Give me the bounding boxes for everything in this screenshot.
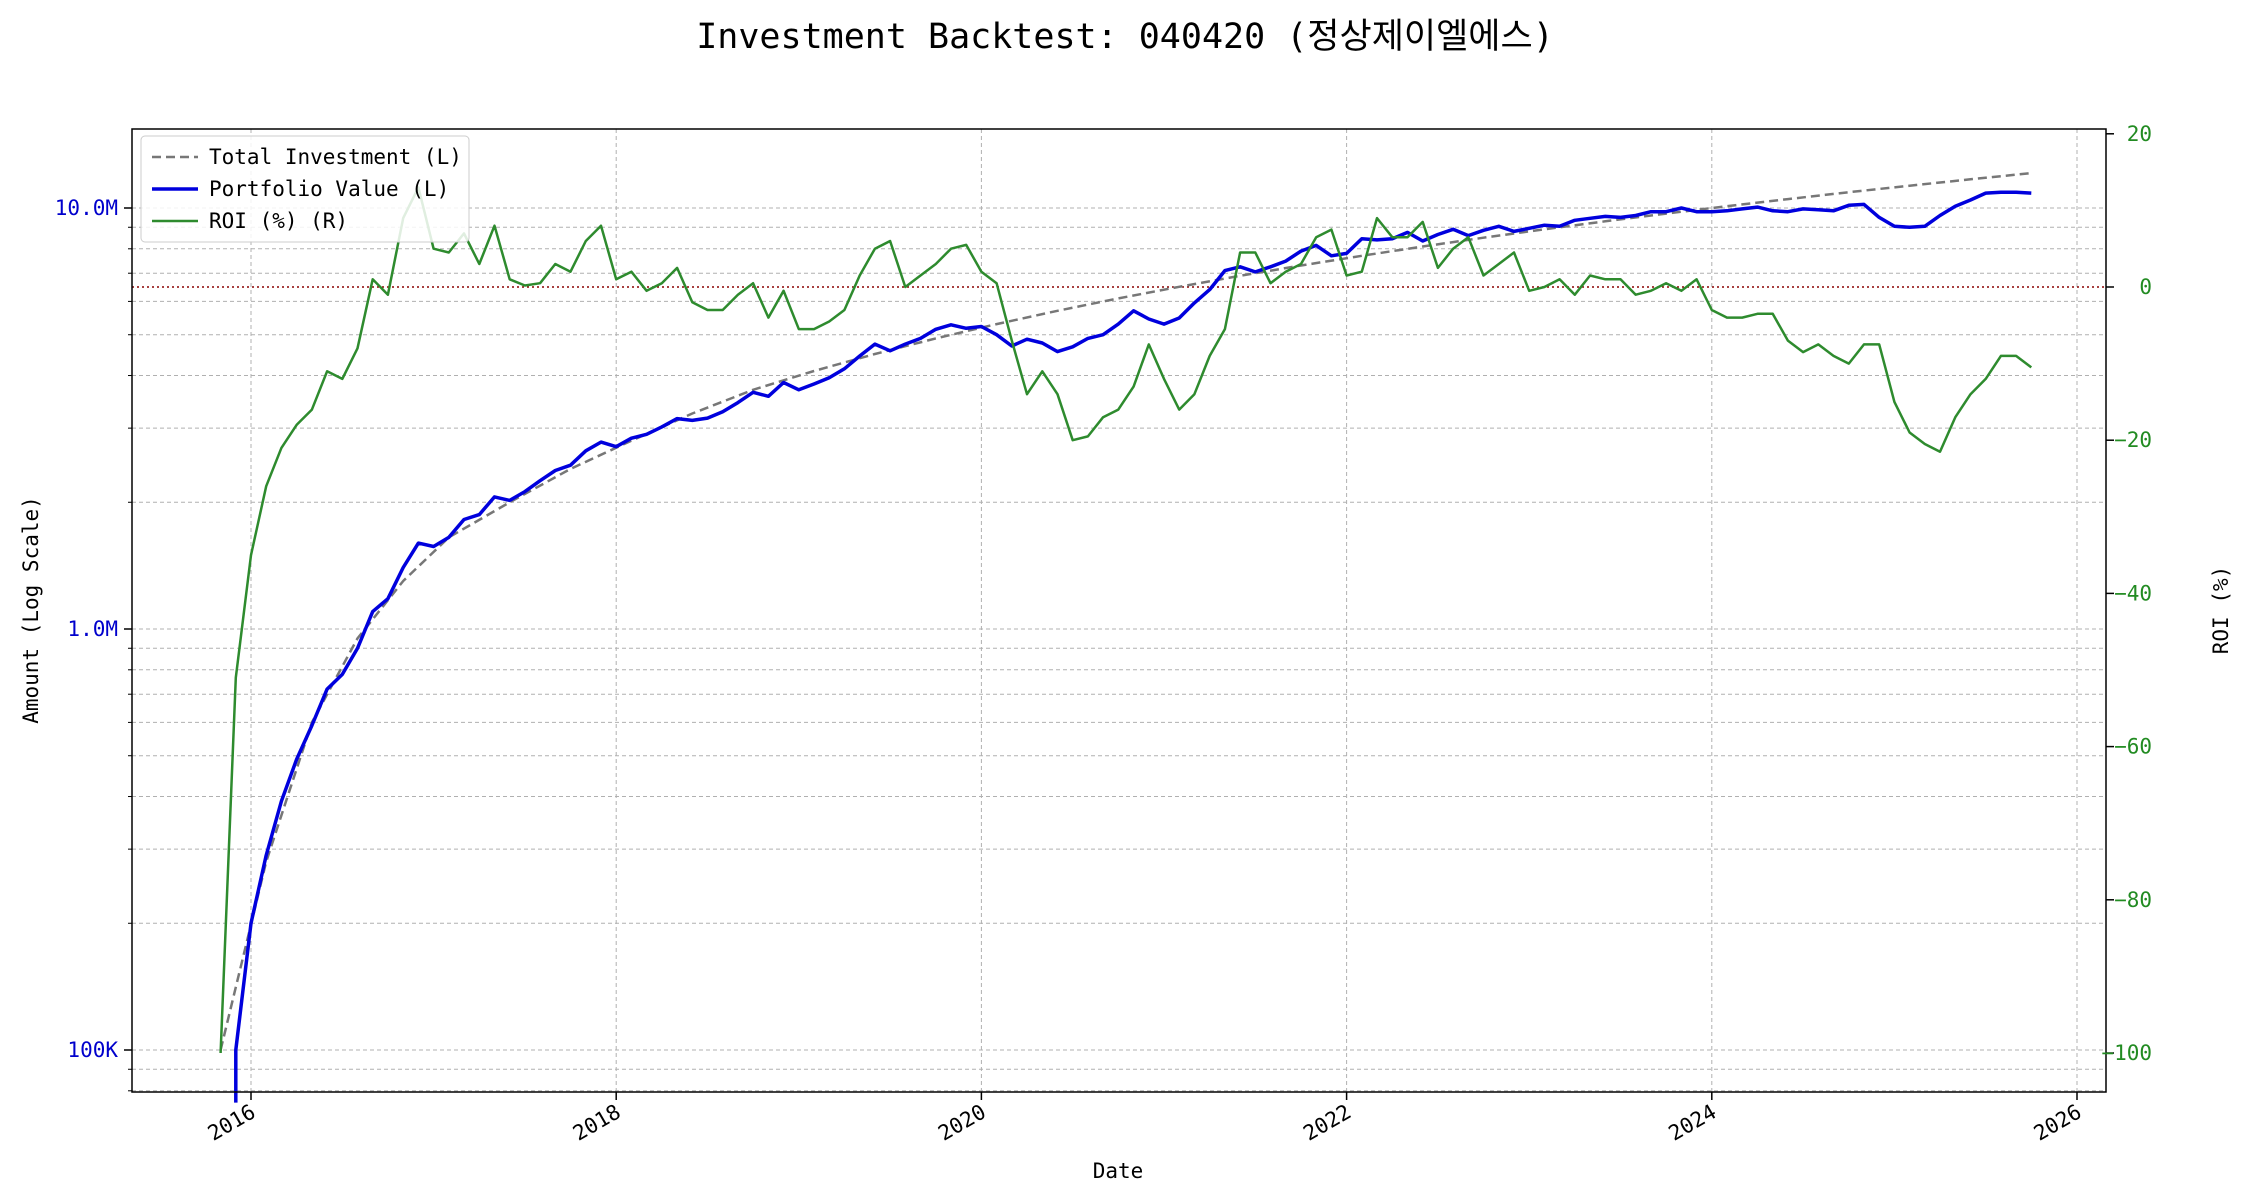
right-tick-label: −60 bbox=[2114, 735, 2152, 759]
right-tick-label: −100 bbox=[2101, 1041, 2152, 1065]
legend-label-total-investment: Total Investment (L) bbox=[209, 145, 462, 169]
left-axis-ticks: 100K 1.0M 10.0M bbox=[55, 196, 132, 1092]
right-tick-label: 0 bbox=[2139, 275, 2152, 299]
right-tick-label: −20 bbox=[2114, 428, 2152, 452]
chart-title: Investment Backtest: 040420 (정상제이엘에스) bbox=[696, 17, 1554, 57]
right-tick-label: 20 bbox=[2127, 122, 2152, 146]
left-tick-label: 10.0M bbox=[55, 196, 118, 220]
series-layer bbox=[219, 171, 2033, 1103]
left-axis-label: Amount (Log Scale) bbox=[19, 496, 43, 724]
gridlines bbox=[132, 129, 2106, 1092]
right-tick-label: −40 bbox=[2114, 581, 2152, 605]
x-axis-label: Date bbox=[1093, 1159, 1144, 1183]
plot-frame bbox=[131, 128, 2107, 1093]
left-tick-label: 1.0M bbox=[67, 617, 118, 641]
legend: Total Investment (L) Portfolio Value (L)… bbox=[140, 135, 470, 243]
series-line-0 bbox=[219, 171, 2032, 1051]
right-tick-label: −80 bbox=[2114, 888, 2152, 912]
legend-label-portfolio-value: Portfolio Value (L) bbox=[209, 177, 449, 201]
legend-label-roi: ROI (%) (R) bbox=[209, 209, 348, 233]
series-line-1 bbox=[234, 190, 2032, 1103]
right-axis-ticks: 20 0 −20 −40 −60 −80 −100 bbox=[2101, 122, 2152, 1065]
legend-box bbox=[140, 135, 470, 243]
right-axis-label: ROI (%) bbox=[2209, 566, 2233, 655]
series-line-2 bbox=[219, 186, 2033, 1054]
left-tick-label: 100K bbox=[67, 1038, 118, 1062]
